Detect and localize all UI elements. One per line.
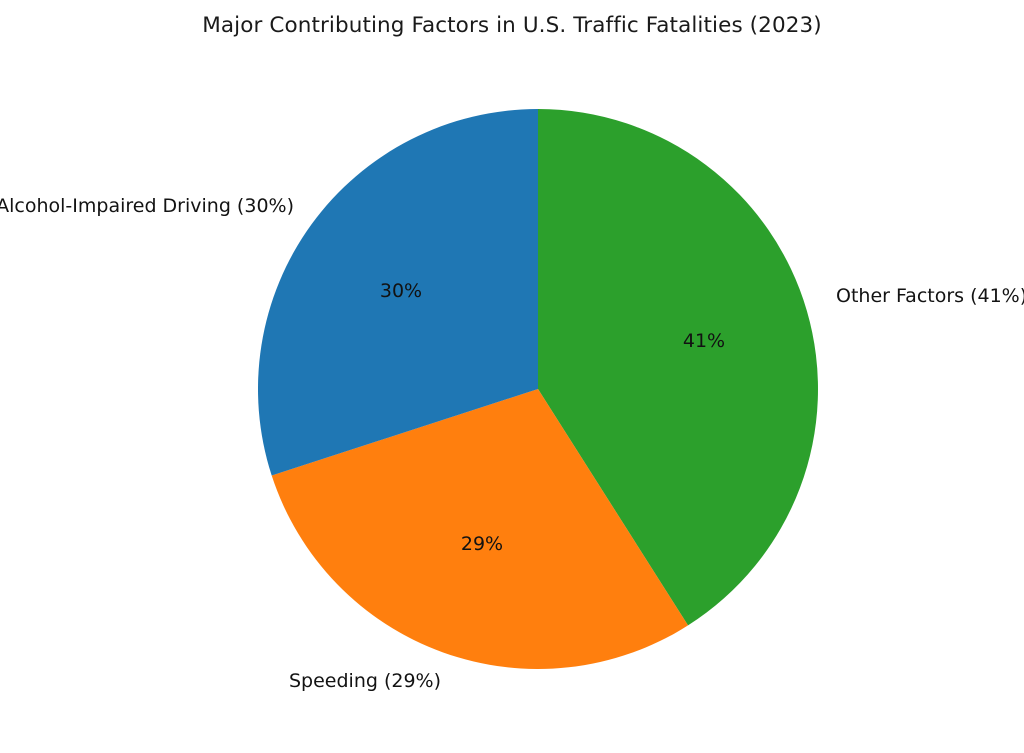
chart-title: Major Contributing Factors in U.S. Traff… [202, 13, 822, 38]
pie-slice-category-label: Speeding (29%) [288, 670, 442, 692]
pie-slices-group [257, 109, 818, 669]
pie-slice-other-factors[interactable] [538, 109, 818, 626]
pie-slice-speeding[interactable] [271, 389, 689, 669]
pie-slice-percent-label: 29% [460, 533, 504, 555]
pie-slice-percent-label: 41% [682, 330, 726, 352]
pie-slice-category-label: Alcohol-Impaired Driving (30%) [0, 195, 294, 217]
pie-slice-percent-label: 30% [379, 280, 423, 302]
pie-slice-alcohol-impaired-driving[interactable] [257, 109, 538, 476]
pie-slice-category-label: Other Factors (41%) [836, 285, 1024, 307]
